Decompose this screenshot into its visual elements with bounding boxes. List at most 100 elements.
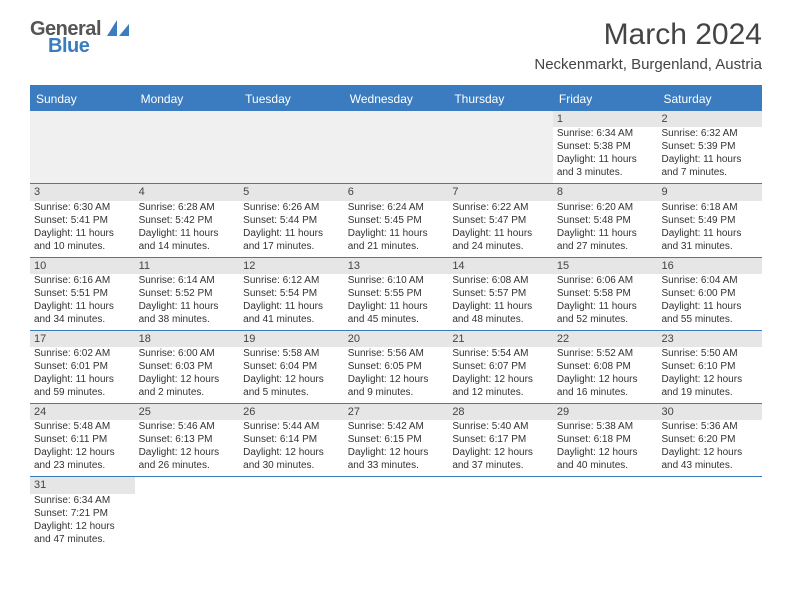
sunset-text: Sunset: 6:10 PM: [661, 360, 758, 373]
day-number: 5: [239, 184, 344, 200]
daylight1-text: Daylight: 12 hours: [34, 520, 131, 533]
sunrise-text: Sunrise: 5:46 AM: [139, 420, 236, 433]
sunrise-text: Sunrise: 6:30 AM: [34, 201, 131, 214]
day-number: 29: [553, 404, 658, 420]
daylight2-text: and 55 minutes.: [661, 313, 758, 326]
weekday-thursday: Thursday: [448, 87, 553, 111]
day-number: 30: [657, 404, 762, 420]
day-number: 10: [30, 258, 135, 274]
day-cell: 30Sunrise: 5:36 AMSunset: 6:20 PMDayligh…: [657, 404, 762, 476]
calendar-body: 1Sunrise: 6:34 AMSunset: 5:38 PMDaylight…: [30, 111, 762, 550]
sunset-text: Sunset: 6:15 PM: [348, 433, 445, 446]
day-number: 20: [344, 331, 449, 347]
day-cell: [553, 477, 658, 549]
weekday-monday: Monday: [135, 87, 240, 111]
sunset-text: Sunset: 5:47 PM: [452, 214, 549, 227]
daylight2-text: and 31 minutes.: [661, 240, 758, 253]
daylight2-text: and 14 minutes.: [139, 240, 236, 253]
sunset-text: Sunset: 6:07 PM: [452, 360, 549, 373]
daylight2-text: and 37 minutes.: [452, 459, 549, 472]
day-cell: 12Sunrise: 6:12 AMSunset: 5:54 PMDayligh…: [239, 258, 344, 330]
sunrise-text: Sunrise: 6:24 AM: [348, 201, 445, 214]
day-number: 2: [657, 111, 762, 127]
day-cell: 23Sunrise: 5:50 AMSunset: 6:10 PMDayligh…: [657, 331, 762, 403]
calendar: Sunday Monday Tuesday Wednesday Thursday…: [30, 85, 762, 550]
day-cell: 10Sunrise: 6:16 AMSunset: 5:51 PMDayligh…: [30, 258, 135, 330]
logo-text-block: General Blue: [30, 18, 129, 58]
day-cell: 20Sunrise: 5:56 AMSunset: 6:05 PMDayligh…: [344, 331, 449, 403]
sunrise-text: Sunrise: 5:40 AM: [452, 420, 549, 433]
daylight1-text: Daylight: 12 hours: [348, 446, 445, 459]
day-number: 31: [30, 477, 135, 493]
sunset-text: Sunset: 5:54 PM: [243, 287, 340, 300]
daylight1-text: Daylight: 11 hours: [661, 227, 758, 240]
day-cell: 26Sunrise: 5:44 AMSunset: 6:14 PMDayligh…: [239, 404, 344, 476]
day-cell: 31Sunrise: 6:34 AMSunset: 7:21 PMDayligh…: [30, 477, 135, 549]
daylight2-text: and 30 minutes.: [243, 459, 340, 472]
daylight2-text: and 12 minutes.: [452, 386, 549, 399]
sunrise-text: Sunrise: 5:44 AM: [243, 420, 340, 433]
sunrise-text: Sunrise: 6:12 AM: [243, 274, 340, 287]
day-number: 11: [135, 258, 240, 274]
daylight1-text: Daylight: 11 hours: [348, 300, 445, 313]
day-number: 13: [344, 258, 449, 274]
title-block: March 2024 Neckenmarkt, Burgenland, Aust…: [534, 18, 762, 73]
daylight2-text: and 24 minutes.: [452, 240, 549, 253]
day-number: 23: [657, 331, 762, 347]
day-cell: [344, 111, 449, 183]
sunset-text: Sunset: 5:48 PM: [557, 214, 654, 227]
weekday-header-row: Sunday Monday Tuesday Wednesday Thursday…: [30, 87, 762, 111]
day-number: 15: [553, 258, 658, 274]
daylight2-text: and 9 minutes.: [348, 386, 445, 399]
sunset-text: Sunset: 6:05 PM: [348, 360, 445, 373]
daylight2-text: and 43 minutes.: [661, 459, 758, 472]
daylight1-text: Daylight: 11 hours: [34, 373, 131, 386]
day-number: 7: [448, 184, 553, 200]
daylight2-text: and 21 minutes.: [348, 240, 445, 253]
sunset-text: Sunset: 5:41 PM: [34, 214, 131, 227]
sunrise-text: Sunrise: 6:20 AM: [557, 201, 654, 214]
sunrise-text: Sunrise: 6:04 AM: [661, 274, 758, 287]
day-cell: 24Sunrise: 5:48 AMSunset: 6:11 PMDayligh…: [30, 404, 135, 476]
daylight2-text: and 10 minutes.: [34, 240, 131, 253]
weekday-tuesday: Tuesday: [239, 87, 344, 111]
sunset-text: Sunset: 5:44 PM: [243, 214, 340, 227]
day-cell: 11Sunrise: 6:14 AMSunset: 5:52 PMDayligh…: [135, 258, 240, 330]
daylight1-text: Daylight: 11 hours: [34, 227, 131, 240]
daylight1-text: Daylight: 12 hours: [661, 373, 758, 386]
day-number: 16: [657, 258, 762, 274]
day-cell: 19Sunrise: 5:58 AMSunset: 6:04 PMDayligh…: [239, 331, 344, 403]
logo-sail-icon: [107, 20, 129, 36]
sunset-text: Sunset: 5:39 PM: [661, 140, 758, 153]
sunset-text: Sunset: 6:03 PM: [139, 360, 236, 373]
day-number: 17: [30, 331, 135, 347]
month-title: March 2024: [534, 18, 762, 52]
day-cell: 25Sunrise: 5:46 AMSunset: 6:13 PMDayligh…: [135, 404, 240, 476]
day-cell: 5Sunrise: 6:26 AMSunset: 5:44 PMDaylight…: [239, 184, 344, 256]
daylight2-text: and 19 minutes.: [661, 386, 758, 399]
sunset-text: Sunset: 6:08 PM: [557, 360, 654, 373]
sunrise-text: Sunrise: 5:50 AM: [661, 347, 758, 360]
day-cell: [657, 477, 762, 549]
sunset-text: Sunset: 6:18 PM: [557, 433, 654, 446]
sunset-text: Sunset: 6:14 PM: [243, 433, 340, 446]
daylight1-text: Daylight: 11 hours: [557, 300, 654, 313]
daylight2-text: and 5 minutes.: [243, 386, 340, 399]
day-cell: 29Sunrise: 5:38 AMSunset: 6:18 PMDayligh…: [553, 404, 658, 476]
sunrise-text: Sunrise: 5:42 AM: [348, 420, 445, 433]
day-number: 3: [30, 184, 135, 200]
daylight2-text: and 23 minutes.: [34, 459, 131, 472]
day-cell: [30, 111, 135, 183]
sunrise-text: Sunrise: 6:06 AM: [557, 274, 654, 287]
sunrise-text: Sunrise: 6:14 AM: [139, 274, 236, 287]
day-number: 26: [239, 404, 344, 420]
week-row: 10Sunrise: 6:16 AMSunset: 5:51 PMDayligh…: [30, 258, 762, 331]
week-row: 1Sunrise: 6:34 AMSunset: 5:38 PMDaylight…: [30, 111, 762, 184]
day-cell: 6Sunrise: 6:24 AMSunset: 5:45 PMDaylight…: [344, 184, 449, 256]
daylight1-text: Daylight: 12 hours: [139, 446, 236, 459]
day-number: 14: [448, 258, 553, 274]
sunset-text: Sunset: 6:04 PM: [243, 360, 340, 373]
daylight1-text: Daylight: 12 hours: [452, 446, 549, 459]
daylight2-text: and 52 minutes.: [557, 313, 654, 326]
day-number: 12: [239, 258, 344, 274]
